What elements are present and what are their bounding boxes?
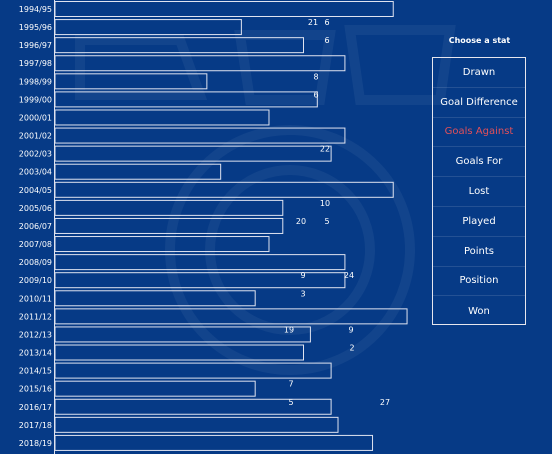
season-tick-label: 1999/00 [19, 95, 52, 104]
season-tick-label: 1998/99 [19, 77, 52, 86]
season-tick-label: 2011/12 [19, 312, 52, 321]
value-label: 24 [344, 271, 354, 280]
season-bar[interactable] [54, 380, 256, 397]
season-tick-label: 2007/08 [19, 240, 52, 249]
season-bar[interactable] [54, 1, 394, 17]
season-bar[interactable] [54, 145, 332, 162]
season-tick-label: 2012/13 [19, 330, 52, 339]
season-bar[interactable] [54, 127, 346, 144]
season-bar[interactable] [54, 55, 346, 72]
value-label: 27 [380, 398, 390, 407]
season-tick-label: 2005/06 [19, 204, 52, 213]
season-bar[interactable] [54, 73, 208, 90]
season-bar[interactable] [54, 344, 304, 361]
season-tick-label: 1997/98 [19, 59, 52, 68]
stat-option-goals-for[interactable]: Goals For [433, 147, 525, 178]
season-bar[interactable] [54, 91, 318, 108]
season-tick-label: 2013/14 [19, 349, 52, 358]
value-label: 5 [288, 398, 293, 407]
value-label: 3 [300, 289, 305, 298]
value-label: 10 [320, 199, 330, 208]
season-tick-label: 1996/97 [19, 41, 52, 50]
value-label: 6 [324, 18, 329, 27]
season-bar[interactable] [54, 199, 284, 216]
season-bar[interactable] [54, 37, 304, 54]
value-label: 8 [313, 72, 318, 81]
season-bar[interactable] [54, 272, 346, 289]
season-bar[interactable] [54, 362, 332, 379]
season-bar[interactable] [54, 290, 256, 307]
value-label: 6 [324, 36, 329, 45]
season-tick-label: 2000/01 [19, 113, 52, 122]
season-tick-label: 2018/19 [19, 439, 52, 448]
season-tick-label: 2001/02 [19, 132, 52, 141]
value-label: 7 [288, 380, 293, 389]
season-bar[interactable] [54, 19, 242, 36]
stat-option-drawn[interactable]: Drawn [433, 58, 525, 88]
value-label: 21 [308, 18, 318, 27]
stat-selector-title: Choose a stat [448, 36, 511, 45]
season-bar[interactable] [54, 109, 270, 126]
season-tick-label: 2002/03 [19, 150, 52, 159]
season-tick-label: 2016/17 [19, 403, 52, 412]
stat-option-goal-difference[interactable]: Goal Difference [433, 88, 525, 118]
stat-option-played[interactable]: Played [433, 207, 525, 237]
season-bar[interactable] [54, 416, 339, 433]
season-bar[interactable] [54, 254, 346, 271]
stat-option-won[interactable]: Won [468, 305, 490, 317]
value-label: 22 [320, 145, 330, 154]
season-bar[interactable] [54, 434, 374, 451]
value-label: 6 [313, 90, 318, 99]
season-bar[interactable] [54, 181, 394, 198]
stat-option-position[interactable]: Position [433, 267, 525, 297]
stat-option-goals-against[interactable]: Goals Against [433, 118, 525, 148]
season-tick-label: 2004/05 [19, 186, 52, 195]
season-bar[interactable] [54, 236, 270, 253]
value-label: 5 [324, 217, 329, 226]
value-label: 9 [348, 325, 353, 334]
season-bar[interactable] [54, 217, 284, 234]
season-tick-label: 1994/95 [19, 5, 52, 14]
value-label: 20 [296, 217, 306, 226]
season-tick-label: 1995/96 [19, 23, 52, 32]
season-tick-label: 2014/15 [19, 367, 52, 376]
season-bar[interactable] [54, 163, 222, 180]
value-label: 2 [349, 344, 354, 353]
stat-option-points[interactable]: Points [433, 237, 525, 267]
season-bar[interactable] [54, 308, 408, 325]
season-tick-label: 2009/10 [19, 276, 52, 285]
stat-option-lost[interactable]: Lost [433, 177, 525, 207]
season-tick-label: 2008/09 [19, 258, 52, 267]
season-tick-label: 2003/04 [19, 168, 52, 177]
season-tick-label: 2015/16 [19, 385, 52, 394]
season-tick-label: 2006/07 [19, 222, 52, 231]
stat-selector-panel: Drawn Goal Difference Goals Against Goals F… [432, 57, 526, 325]
season-tick-label: 2010/11 [19, 294, 52, 303]
value-label: 19 [284, 325, 294, 334]
season-bar[interactable] [54, 326, 311, 343]
season-bar[interactable] [54, 398, 332, 415]
season-tick-label: 2017/18 [19, 421, 52, 430]
value-label: 9 [300, 271, 305, 280]
